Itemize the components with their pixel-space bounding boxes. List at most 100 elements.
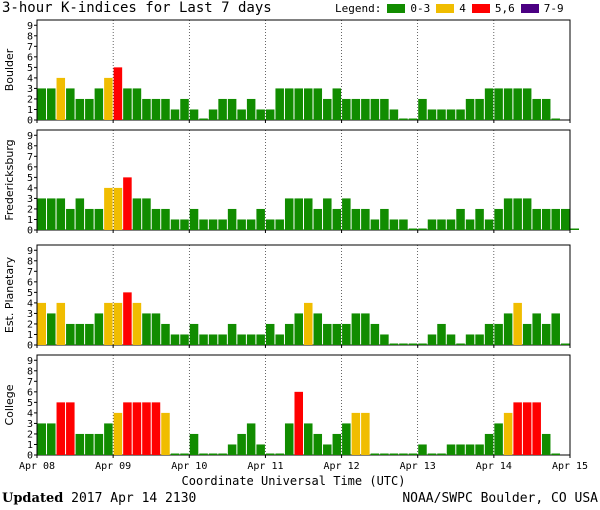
k-index-bar xyxy=(551,118,560,120)
k-index-bar xyxy=(237,334,246,345)
k-index-bar xyxy=(437,453,446,455)
k-index-bar xyxy=(37,302,47,345)
k-index-bar xyxy=(237,109,246,120)
y-tick-label: 1 xyxy=(27,105,33,116)
k-index-bar xyxy=(104,302,113,345)
k-index-bar xyxy=(551,313,560,345)
k-index-bar xyxy=(56,302,66,345)
legend: Legend: 0-3 4 5,6 7-9 xyxy=(335,2,564,15)
y-tick-label: 5 xyxy=(27,288,33,299)
k-index-bar xyxy=(227,98,237,120)
k-index-bar xyxy=(389,453,399,455)
k-index-bar xyxy=(513,402,522,455)
k-index-bar xyxy=(503,198,513,230)
k-index-bar xyxy=(427,334,437,345)
k-index-bar xyxy=(284,323,294,345)
k-index-bar xyxy=(123,292,132,345)
k-index-bar xyxy=(351,98,361,120)
k-index-bar xyxy=(151,98,161,120)
k-index-bar xyxy=(275,334,284,345)
k-index-bar xyxy=(313,88,323,120)
k-index-bar xyxy=(218,453,227,455)
y-tick-label: 1 xyxy=(27,215,33,226)
k-index-bar xyxy=(399,343,408,345)
k-index-bar xyxy=(113,412,123,455)
legend-swatch-4 xyxy=(436,4,455,13)
y-tick-label: 4 xyxy=(27,408,33,419)
k-index-bar xyxy=(199,118,208,120)
y-tick-label: 5 xyxy=(27,398,33,409)
k-index-bar xyxy=(66,323,75,345)
k-index-bar xyxy=(265,109,275,120)
y-tick-label: 8 xyxy=(27,366,33,377)
k-index-bar xyxy=(189,433,199,455)
k-index-bar xyxy=(532,208,541,230)
k-index-bar xyxy=(75,198,85,230)
y-tick-label: 3 xyxy=(27,194,33,205)
k-index-bar xyxy=(218,98,227,120)
k-index-bar xyxy=(475,444,484,455)
legend-item-0-3: 0-3 xyxy=(387,2,430,15)
k-index-bar xyxy=(465,98,475,120)
k-index-bar xyxy=(399,118,408,120)
y-tick-label: 7 xyxy=(27,152,33,163)
y-tick-label: 1 xyxy=(27,440,33,451)
k-index-bar xyxy=(294,88,303,120)
k-index-bar xyxy=(465,444,475,455)
k-index-bar xyxy=(256,208,265,230)
k-index-bar xyxy=(427,219,437,230)
updated-timestamp: Updated 2017 Apr 14 2130 xyxy=(2,491,196,506)
legend-swatch-5-6 xyxy=(471,4,490,13)
k-index-bar xyxy=(408,228,418,230)
k-index-bar xyxy=(513,198,522,230)
k-index-bar xyxy=(37,423,47,455)
k-index-bar xyxy=(265,453,275,455)
y-tick-label: 8 xyxy=(27,256,33,267)
k-index-bar xyxy=(389,219,399,230)
k-index-bar xyxy=(560,208,570,230)
x-tick-label: Apr 09 xyxy=(95,461,131,472)
k-index-bar xyxy=(246,98,256,120)
credit-text: NOAA/SWPC Boulder, CO USA xyxy=(402,491,598,506)
k-index-bar xyxy=(427,109,437,120)
legend-item-label: 0-3 xyxy=(410,2,431,15)
k-index-bar xyxy=(351,208,361,230)
k-index-bar xyxy=(85,208,94,230)
k-index-bar xyxy=(47,88,56,120)
legend-item-label: 5,6 xyxy=(494,2,515,15)
panel-frame xyxy=(36,354,571,456)
k-index-bar xyxy=(199,219,208,230)
k-index-bar xyxy=(104,187,113,230)
k-index-bar xyxy=(142,313,151,345)
k-index-bar xyxy=(104,423,113,455)
k-index-bar xyxy=(66,402,75,455)
k-index-bar xyxy=(456,208,465,230)
k-index-bar xyxy=(199,334,208,345)
k-index-bar xyxy=(66,208,75,230)
legend-item-5-6: 5,6 xyxy=(471,2,515,15)
k-index-bar xyxy=(456,343,465,345)
k-index-bar xyxy=(208,334,218,345)
y-tick-label: 9 xyxy=(27,246,33,257)
k-index-bar xyxy=(332,88,342,120)
y-tick-label: 4 xyxy=(27,183,33,194)
panel-frame xyxy=(36,19,571,121)
y-axis-label: College xyxy=(3,384,16,425)
k-index-bar xyxy=(113,187,123,230)
y-tick-label: 8 xyxy=(27,31,33,42)
k-index-bar xyxy=(465,219,475,230)
y-tick-label: 3 xyxy=(27,84,33,95)
k-index-bar xyxy=(142,198,151,230)
k-index-bar xyxy=(541,98,551,120)
y-axis-label: Boulder xyxy=(3,48,16,91)
k-index-bar xyxy=(370,98,380,120)
y-tick-label: 5 xyxy=(27,173,33,184)
k-index-bar xyxy=(256,109,265,120)
y-tick-label: 0 xyxy=(27,341,33,352)
k-index-bar xyxy=(294,391,303,455)
k-index-bar xyxy=(37,88,47,120)
k-index-bar xyxy=(85,433,94,455)
k-index-bar xyxy=(151,208,161,230)
y-tick-label: 3 xyxy=(27,419,33,430)
k-index-bar xyxy=(75,433,85,455)
